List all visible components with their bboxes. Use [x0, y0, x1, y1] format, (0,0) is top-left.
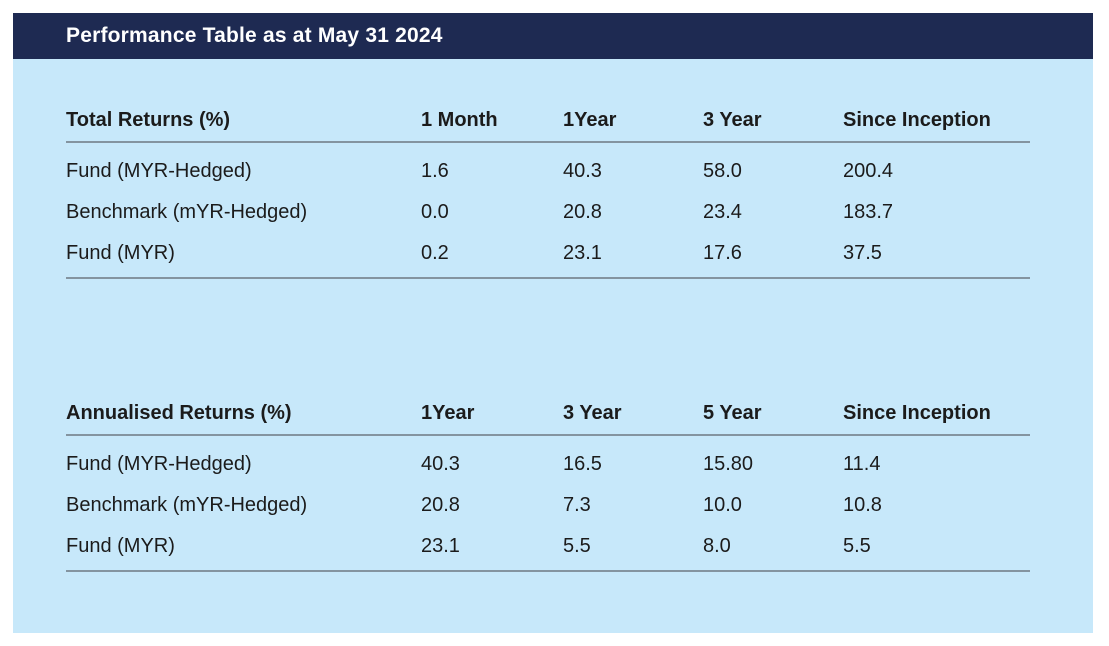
- value-5-year: 8.0: [703, 535, 731, 557]
- table-row-fund-myr-hedged: Fund (MYR-Hedged) 1.6 40.3 58.0 200.4: [66, 151, 1030, 192]
- table-row-fund-myr: Fund (MYR) 23.1 5.5 8.0 5.5: [66, 526, 1030, 567]
- value-since-inception: 10.8: [843, 494, 882, 516]
- table-row-benchmark-myr-hedged: Benchmark (mYR-Hedged) 20.8 7.3 10.0 10.…: [66, 485, 1030, 526]
- column-header-3-year: 3 Year: [563, 402, 622, 424]
- value-1-year: 23.1: [421, 535, 460, 557]
- value-since-inception: 200.4: [843, 160, 894, 182]
- value-1-month: 0.0: [421, 201, 449, 223]
- value-1-year: 23.1: [563, 242, 602, 264]
- column-header-1-year: 1Year: [563, 109, 617, 131]
- value-1-year: 40.3: [563, 160, 602, 182]
- total-returns-body: Fund (MYR-Hedged) 1.6 40.3 58.0 200.4 Be…: [66, 143, 1030, 279]
- row-label: Benchmark (mYR-Hedged): [66, 201, 308, 223]
- value-since-inception: 37.5: [843, 242, 882, 264]
- total-returns-table: Total Returns (%) 1 Month 1Year 3 Year S…: [66, 100, 1030, 279]
- value-1-year: 20.8: [421, 494, 460, 516]
- performance-panel: Total Returns (%) 1 Month 1Year 3 Year S…: [13, 59, 1093, 633]
- annualised-returns-table: Annualised Returns (%) 1Year 3 Year 5 Ye…: [66, 393, 1030, 572]
- row-label: Fund (MYR): [66, 242, 175, 264]
- column-header-1-year: 1Year: [421, 402, 475, 424]
- value-1-month: 1.6: [421, 160, 449, 182]
- value-since-inception: 11.4: [843, 453, 881, 475]
- table-row-benchmark-myr-hedged: Benchmark (mYR-Hedged) 0.0 20.8 23.4 183…: [66, 192, 1030, 233]
- value-3-year: 7.3: [563, 494, 591, 516]
- value-1-year: 40.3: [421, 453, 460, 475]
- value-3-year: 23.4: [703, 201, 742, 223]
- performance-table-title: Performance Table as at May 31 2024: [66, 24, 443, 47]
- total-returns-header-row: Total Returns (%) 1 Month 1Year 3 Year S…: [66, 100, 1030, 143]
- table-row-fund-myr: Fund (MYR) 0.2 23.1 17.6 37.5: [66, 233, 1030, 274]
- value-since-inception: 5.5: [843, 535, 871, 557]
- value-5-year: 10.0: [703, 494, 742, 516]
- value-3-year: 5.5: [563, 535, 591, 557]
- total-returns-table-title: Total Returns (%): [66, 109, 231, 131]
- column-header-5-year: 5 Year: [703, 402, 762, 424]
- row-label: Benchmark (mYR-Hedged): [66, 494, 308, 516]
- column-header-since-inception: Since Inception: [843, 402, 991, 424]
- annualised-returns-body: Fund (MYR-Hedged) 40.3 16.5 15.80 11.4 B…: [66, 436, 1030, 572]
- value-since-inception: 183.7: [843, 201, 894, 223]
- row-label: Fund (MYR): [66, 535, 175, 557]
- annualised-returns-table-title: Annualised Returns (%): [66, 402, 292, 424]
- annualised-returns-header-row: Annualised Returns (%) 1Year 3 Year 5 Ye…: [66, 393, 1030, 436]
- row-label: Fund (MYR-Hedged): [66, 453, 252, 475]
- value-3-year: 58.0: [703, 160, 742, 182]
- value-5-year: 15.80: [703, 453, 754, 475]
- value-3-year: 16.5: [563, 453, 602, 475]
- column-header-since-inception: Since Inception: [843, 109, 991, 131]
- column-header-1-month: 1 Month: [421, 109, 498, 131]
- table-row-fund-myr-hedged: Fund (MYR-Hedged) 40.3 16.5 15.80 11.4: [66, 444, 1030, 485]
- row-label: Fund (MYR-Hedged): [66, 160, 252, 182]
- performance-table-header-bar: Performance Table as at May 31 2024: [13, 13, 1093, 59]
- value-1-year: 20.8: [563, 201, 602, 223]
- value-1-month: 0.2: [421, 242, 449, 264]
- column-header-3-year: 3 Year: [703, 109, 762, 131]
- value-3-year: 17.6: [703, 242, 742, 264]
